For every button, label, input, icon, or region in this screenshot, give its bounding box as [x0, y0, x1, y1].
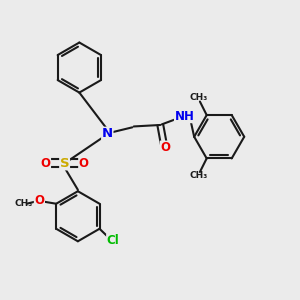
Text: Cl: Cl [107, 234, 119, 247]
Text: CH₃: CH₃ [14, 199, 32, 208]
Text: CH₃: CH₃ [189, 94, 208, 103]
Text: O: O [79, 157, 89, 170]
Text: O: O [160, 141, 170, 154]
Text: NH: NH [175, 110, 194, 123]
Text: CH₃: CH₃ [189, 171, 208, 180]
Text: N: N [102, 127, 113, 140]
Text: O: O [40, 157, 50, 170]
Text: O: O [34, 194, 44, 207]
Text: S: S [60, 157, 69, 170]
